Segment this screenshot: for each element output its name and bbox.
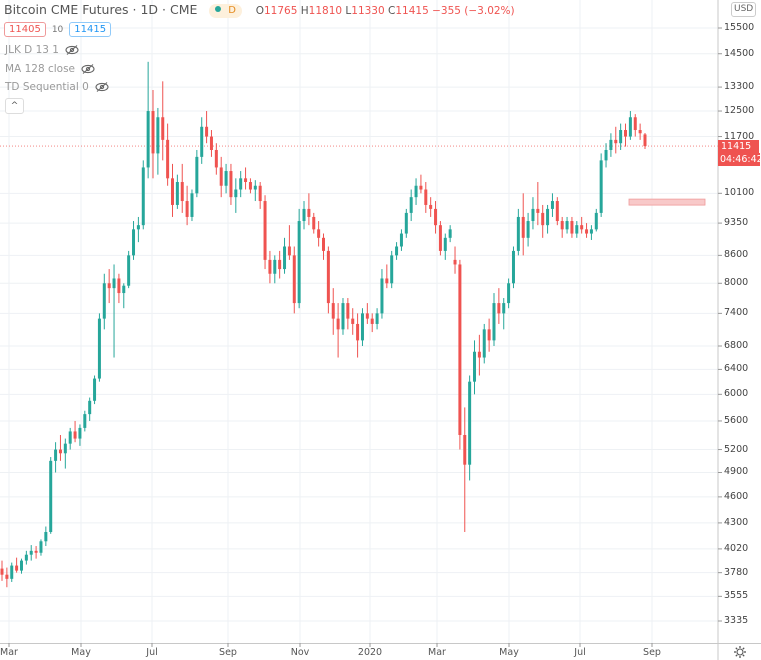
collapse-legend-button[interactable]: ^ [5,98,24,114]
market-status-badge[interactable]: D [209,4,242,18]
bar-countdown: 04:46:42 [718,153,761,166]
badge-label: D [228,5,236,16]
change-value: −355 (−3.02%) [432,5,515,17]
indicator-td-sequential[interactable]: TD Sequential 0 [5,81,109,93]
spread-value: 10 [51,24,64,35]
indicator-label: MA 128 close [5,63,76,75]
price-tick-label: 12500 [724,105,755,117]
price-tick-label: 5600 [724,414,749,426]
price-tick-label: 15500 [724,22,755,33]
price-tick-label: 7400 [724,307,749,319]
time-tick-label: Nov [290,647,310,658]
high-label: H [300,5,309,17]
close-label: C [388,5,396,17]
open-label: O [255,5,264,17]
time-tick-label: Sep [643,647,661,658]
time-tick-label: 2020 [357,647,383,658]
price-tick-label: 4600 [724,490,749,502]
price-tick-label: 3780 [724,566,749,578]
price-tick-label: 8000 [724,277,749,289]
resistance-zone[interactable] [628,198,706,206]
buy-price-button[interactable]: 11415 [69,22,112,37]
price-tick-label: 8600 [724,249,749,261]
price-tick-label: 13300 [724,81,755,93]
settings-gear-icon[interactable] [733,645,747,659]
time-tick-label: May [499,647,519,658]
indicator-ma[interactable]: MA 128 close [5,63,95,75]
price-tick-label: 9350 [724,217,749,229]
open-value: 11765 [264,5,298,17]
time-tick-label: Sep [219,647,237,658]
status-dot-icon [215,6,222,12]
high-value: 11810 [308,5,343,17]
indicator-label: JLK D 13 1 [5,44,59,56]
price-tick-label: 4020 [724,542,749,554]
ohlc-values: O11765 H11810 L11330 C11415 −355 (−3.02%… [256,5,515,17]
time-tick-label: Mar [428,647,446,658]
price-tick-label: 11700 [724,130,755,142]
price-tick-label: 5200 [724,443,749,455]
time-tick-label: Jul [146,647,158,658]
quote-box: 11405 10 11415 [4,22,112,37]
price-tick-label: 3335 [724,615,749,626]
chevron-up-icon: ^ [10,101,19,111]
close-value: 11415 [395,5,429,17]
price-tick-label: 6800 [724,340,749,351]
eye-hidden-icon[interactable] [65,45,79,55]
time-tick-label: Jul [574,647,586,658]
time-tick-label: Mar [0,647,18,658]
price-tick-label: 4300 [724,516,749,528]
chart-legend: Bitcoin CME Futures · 1D · CME D O11765 … [4,2,515,18]
currency-label[interactable]: USD [731,2,757,17]
price-tick-label: 10100 [724,187,755,199]
chart-grid [0,0,718,643]
price-tick-label: 6400 [724,363,749,375]
candlestick-series [0,61,647,588]
price-tick-label: 3555 [724,590,749,602]
price-tick-label: 4900 [724,466,749,478]
price-tick-label: 14500 [724,47,755,59]
symbol-title[interactable]: Bitcoin CME Futures · 1D · CME [4,2,198,17]
sell-price-button[interactable]: 11405 [4,22,46,37]
eye-hidden-icon[interactable] [95,82,109,92]
price-axis-ticks [718,27,722,622]
low-label: L [345,5,352,17]
time-tick-label: May [71,647,91,658]
eye-hidden-icon[interactable] [81,64,95,74]
last-price-label: 11415 [718,140,759,153]
time-axis-ticks [8,643,653,647]
low-value: 11330 [351,5,385,17]
indicator-jlk[interactable]: JLK D 13 1 [5,44,79,56]
price-tick-label: 6000 [724,388,749,400]
indicator-label: TD Sequential 0 [5,81,89,93]
